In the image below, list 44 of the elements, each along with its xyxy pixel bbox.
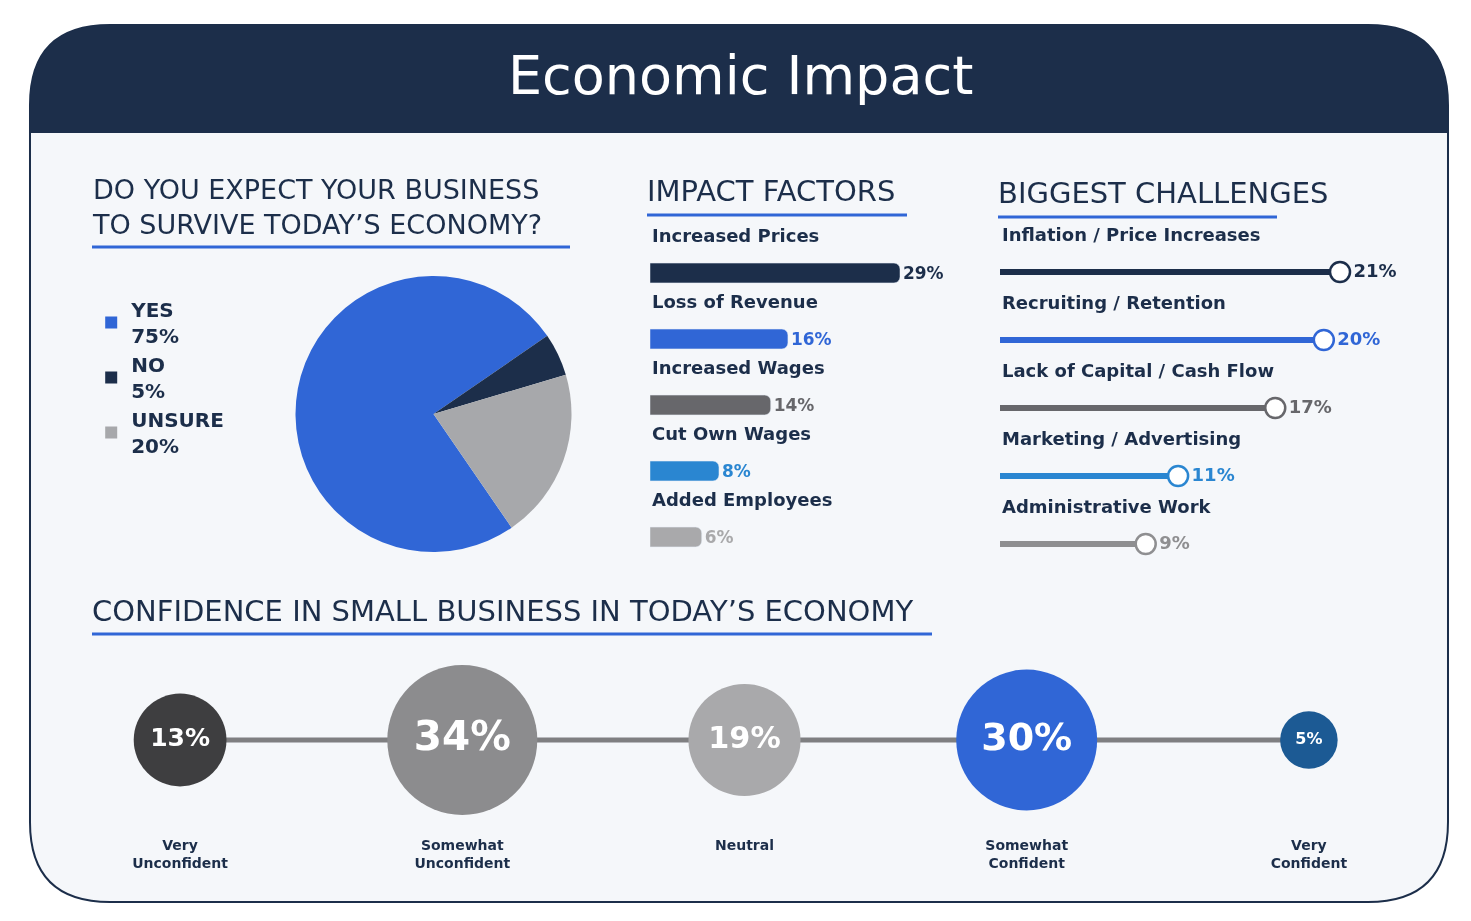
category-label: Somewhat Confident — [985, 837, 1069, 872]
y-tick-label: Cut Own Wages — [652, 423, 812, 444]
data-label: 6% — [704, 527, 734, 548]
legend-label: UNSURE — [131, 408, 224, 433]
pie-slice — [295, 276, 548, 552]
data-label: 30% — [981, 714, 1073, 759]
category-label: Very Confident — [1270, 837, 1348, 872]
y-tick-label: Increased Prices — [652, 225, 820, 246]
chart-title: DO YOU EXPECT YOUR BUSINESS TO SURVIVE TODAY’S ECONOMY? — [92, 174, 543, 241]
y-tick-label: Increased Wages — [652, 357, 825, 378]
data-label: 5% — [1295, 729, 1323, 748]
chart-title: BIGGEST CHALLENGES — [998, 176, 1329, 210]
legend-label: NO — [131, 353, 165, 378]
data-label: 11% — [1191, 463, 1235, 485]
data-label: 9% — [1159, 531, 1190, 553]
data-label: 21% — [1353, 259, 1397, 281]
y-tick-label: Loss of Revenue — [652, 291, 818, 312]
y-tick-label: Lack of Capital / Cash Flow — [1002, 360, 1275, 381]
y-tick-label: Recruiting / Retention — [1002, 292, 1226, 313]
y-tick-label: Marketing / Advertising — [1002, 428, 1242, 449]
text: CONFIDENCE IN SMALL BUSINESS IN TODAY’S ECONOMY — [92, 594, 914, 628]
category-label: Neutral — [714, 837, 775, 853]
data-label: 8% — [721, 461, 751, 482]
data-label: 16% — [790, 329, 832, 350]
data-label: 19% — [708, 719, 781, 755]
chart-title: IMPACT FACTORS — [647, 174, 896, 208]
data-label: 29% — [903, 263, 944, 284]
data-label: 34% — [413, 712, 511, 761]
data-label: 75% — [131, 324, 180, 349]
y-tick-label: Administrative Work — [1002, 496, 1212, 517]
category-label: Somewhat Unconfident — [414, 837, 511, 872]
pie-slice — [433, 335, 566, 414]
data-label: 13% — [150, 723, 211, 753]
data-label: 5% — [131, 379, 166, 404]
data-label: 20% — [1337, 327, 1381, 349]
y-tick-label: Added Employees — [652, 489, 833, 510]
text: Economic Impact — [508, 44, 974, 107]
y-tick-label: Inflation / Price Increases — [1002, 224, 1261, 245]
data-label: 17% — [1288, 395, 1332, 417]
pie-slice — [433, 374, 572, 528]
legend-label: YES — [130, 298, 174, 323]
data-label: 20% — [131, 434, 180, 459]
category-label: Very Unconfident — [132, 837, 229, 872]
data-label: 14% — [773, 395, 815, 416]
